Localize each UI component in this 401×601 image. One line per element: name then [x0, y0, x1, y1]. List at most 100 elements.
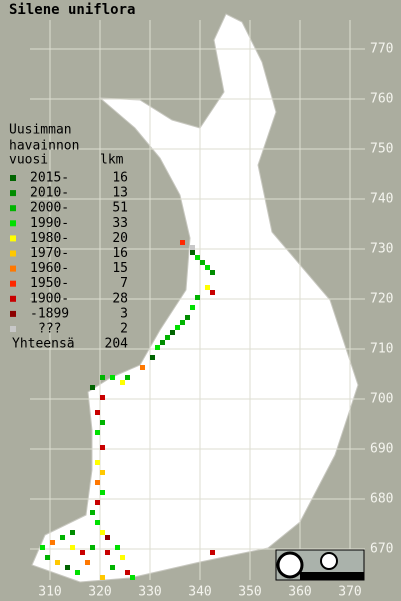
occurrence-square	[75, 570, 80, 575]
occurrence-square	[120, 555, 125, 560]
legend-column: lkm	[100, 153, 124, 168]
occurrence-square	[100, 530, 105, 535]
occurrence-square	[55, 560, 60, 565]
legend-count: 16	[112, 171, 128, 186]
y-coord-label: 740	[370, 192, 393, 207]
legend-label: 1960-	[30, 261, 69, 276]
occurrence-square	[190, 245, 195, 250]
x-coord-label: 370	[338, 585, 361, 600]
occurrence-square	[195, 295, 200, 300]
legend-swatch	[10, 250, 16, 257]
occurrence-square	[85, 560, 90, 565]
legend-swatch	[10, 175, 16, 181]
occurrence-square	[175, 325, 180, 330]
legend-label: 1990-	[30, 216, 69, 231]
occurrence-square	[70, 530, 75, 535]
x-coord-label: 320	[88, 585, 111, 600]
occurrence-square	[110, 565, 115, 570]
legend-label: 1950-	[30, 276, 69, 291]
occurrence-square	[100, 445, 105, 450]
legend-swatch	[10, 310, 16, 317]
legend-swatch	[10, 205, 16, 212]
occurrence-square	[95, 410, 100, 415]
legend-count: 20	[112, 231, 128, 246]
occurrence-square	[210, 550, 215, 555]
y-coord-label: 730	[370, 242, 393, 257]
occurrence-square	[90, 385, 95, 390]
occurrence-square	[190, 250, 195, 255]
occurrence-square	[140, 365, 145, 370]
y-coord-label: 750	[370, 142, 393, 157]
legend-label: ???	[38, 322, 61, 337]
occurrence-square	[80, 550, 85, 555]
occurrence-square	[160, 340, 165, 345]
legend-swatch	[10, 265, 16, 272]
legend-column: vuosi	[9, 153, 48, 168]
legend-count: 3	[120, 306, 128, 321]
occurrence-square	[180, 240, 185, 245]
occurrence-square	[95, 520, 100, 525]
legend-swatch	[10, 235, 16, 242]
y-coord-label: 760	[370, 92, 393, 107]
y-coord-label: 680	[370, 492, 393, 507]
legend-label: 2015-	[30, 171, 69, 186]
legend-label: 1980-	[30, 231, 69, 246]
y-coord-label: 710	[370, 342, 393, 357]
legend-total-count: 204	[105, 337, 129, 352]
occurrence-square	[200, 260, 205, 265]
legend-swatch	[10, 326, 16, 332]
occurrence-square	[60, 535, 65, 540]
x-coord-label: 330	[138, 585, 161, 600]
occurrence-square	[105, 535, 110, 540]
legend-count: 33	[112, 216, 128, 231]
legend-heading: Uusimman	[9, 123, 72, 138]
occurrence-square	[95, 430, 100, 435]
occurrence-square	[125, 375, 130, 380]
legend-heading: havainnon	[9, 139, 79, 154]
legend-label: 2000-	[30, 201, 69, 216]
occurrence-square	[90, 510, 95, 515]
occurrence-square	[110, 375, 115, 380]
license-badge	[275, 549, 365, 581]
x-coord-label: 350	[238, 585, 261, 600]
x-coord-label: 310	[38, 585, 61, 600]
by-icon	[320, 552, 338, 570]
legend: 2015- 16 2010- 13 2000- 51 1990- 33 1980- 20 1970-…	[10, 171, 128, 352]
occurrence-square	[205, 285, 210, 290]
occurrence-square	[210, 290, 215, 295]
occurrence-square	[190, 305, 195, 310]
map-title: Silene uniflora	[9, 2, 135, 18]
legend-swatch	[10, 190, 16, 197]
badge-strip	[300, 572, 364, 580]
occurrence-square	[100, 395, 105, 400]
cc-icon	[276, 551, 304, 579]
occurrence-square	[95, 500, 100, 505]
occurrence-square	[210, 270, 215, 275]
legend-count: 51	[112, 201, 128, 216]
y-coord-label: 690	[370, 442, 393, 457]
occurrence-square	[170, 330, 175, 335]
occurrence-square	[120, 380, 125, 385]
legend-label: 2010-	[30, 186, 69, 201]
legend-total-label: Yhteensä	[12, 337, 75, 352]
occurrence-square	[45, 555, 50, 560]
occurrence-square	[65, 565, 70, 570]
legend-label: 1900-	[30, 291, 69, 306]
y-coord-label: 770	[370, 42, 393, 57]
occurrence-square	[95, 460, 100, 465]
legend-label: 1970-	[30, 246, 69, 261]
x-coord-label: 360	[288, 585, 311, 600]
y-coord-label: 720	[370, 292, 393, 307]
occurrence-square	[40, 545, 45, 550]
occurrence-square	[105, 550, 110, 555]
occurrence-square	[100, 575, 105, 580]
legend-swatch	[10, 220, 16, 227]
legend-swatch	[10, 295, 16, 302]
occurrence-square	[115, 545, 120, 550]
occurrence-square	[125, 570, 130, 575]
legend-swatch	[10, 280, 16, 287]
occurrence-square	[195, 255, 200, 260]
occurrence-square	[100, 490, 105, 495]
legend-count: 28	[112, 291, 128, 306]
